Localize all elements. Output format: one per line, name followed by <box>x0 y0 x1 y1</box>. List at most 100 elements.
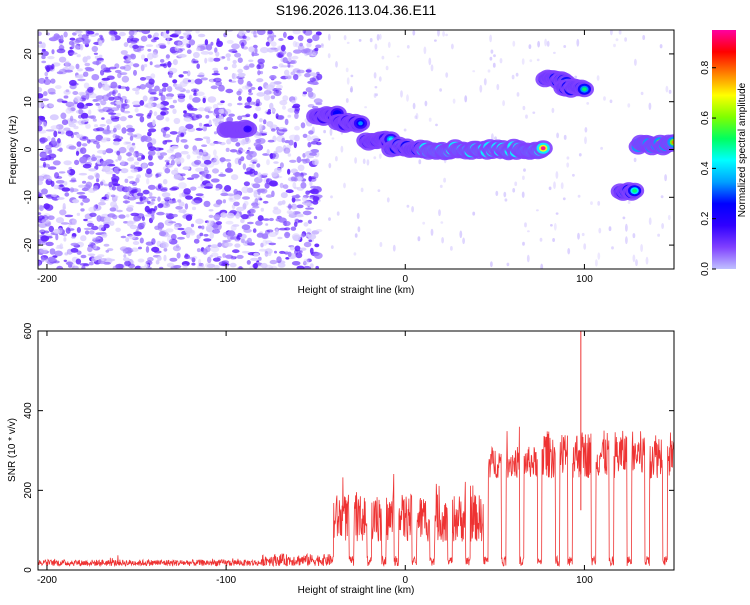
spectrogram-noise-blob <box>160 107 170 111</box>
spectrogram-noise-blob <box>574 75 578 79</box>
spectrogram-noise-blob <box>236 206 245 212</box>
spectrogram-noise-blob <box>156 152 162 156</box>
spectrogram-noise-blob <box>132 44 139 49</box>
spectrogram-noise-blob <box>386 197 390 203</box>
spectrogram-noise-blob <box>303 260 307 266</box>
spectrogram-noise-blob <box>532 111 536 114</box>
spectrogram-noise-blob <box>241 85 251 90</box>
spectrogram-noise-blob <box>315 44 322 49</box>
spectrogram-noise-blob <box>140 77 146 81</box>
spectrogram-noise-blob <box>63 237 67 242</box>
spectrogram-noise-blob <box>595 259 598 267</box>
spectrogram-noise-blob <box>261 173 269 176</box>
spectrogram-noise-blob <box>279 162 284 169</box>
spectrogram-noise-blob <box>205 106 212 110</box>
spectrogram-noise-blob <box>346 77 350 85</box>
spectrogram-noise-blob <box>186 177 195 180</box>
spectrogram-noise-blob <box>82 136 87 140</box>
spectrogram-noise-blob <box>312 200 319 205</box>
spectrogram-noise-blob <box>157 203 164 209</box>
spectrogram-noise-blob <box>294 112 299 119</box>
spectrogram-noise-blob <box>279 50 287 55</box>
spectrogram-noise-blob <box>272 208 282 215</box>
spectrogram-noise-blob <box>154 64 161 68</box>
spectrogram-noise-blob <box>553 181 556 189</box>
spectrogram-noise-blob <box>205 262 213 269</box>
spectrogram-noise-blob <box>296 265 305 269</box>
spectrogram-noise-blob <box>227 102 233 107</box>
spectrogram-noise-blob <box>268 217 274 222</box>
spectrogram-noise-blob <box>224 159 231 162</box>
spectrogram-noise-blob <box>188 94 193 101</box>
spectrogram-noise-blob <box>577 232 580 240</box>
spectrogram-noise-blob <box>285 189 294 194</box>
spectrogram-noise-blob <box>80 147 87 154</box>
spectrogram-noise-blob <box>225 254 234 259</box>
spectrogram-noise-blob <box>218 173 227 177</box>
spectrogram-noise-blob <box>232 249 240 254</box>
spectrogram-noise-blob <box>43 78 51 85</box>
spectrogram-noise-blob <box>193 238 200 244</box>
spectrogram-noise-blob <box>307 141 312 148</box>
spectrogram-noise-blob <box>238 266 243 269</box>
spectrogram-noise-blob <box>232 59 237 64</box>
spectrogram-noise-blob <box>528 44 532 49</box>
spectrogram-noise-blob <box>96 178 100 183</box>
spectrogram-noise-blob <box>141 54 146 60</box>
spectrogram-noise-blob <box>294 218 300 224</box>
spectrogram-noise-blob <box>212 229 221 234</box>
spectrogram-noise-blob <box>113 125 120 129</box>
spectrogram-noise-blob <box>152 119 156 127</box>
spectrogram-noise-blob <box>627 200 631 204</box>
spectrogram-noise-blob <box>59 209 67 216</box>
spectrogram-noise-blob <box>99 124 106 127</box>
spectrogram-noise-blob <box>487 69 491 73</box>
spectrogram-noise-blob <box>225 53 231 58</box>
spectrogram-noise-blob <box>121 71 128 76</box>
spectrogram-noise-blob <box>106 191 111 199</box>
spectrogram-noise-blob <box>80 254 87 259</box>
spectrogram-noise-blob <box>53 260 60 264</box>
spectrogram-noise-blob <box>262 218 270 221</box>
y-tick-label: 10 <box>23 96 34 108</box>
spectrogram-noise-blob <box>109 207 117 212</box>
spectrogram-noise-blob <box>133 196 141 199</box>
spectrogram-noise-blob <box>546 40 550 47</box>
spectrogram-noise-blob <box>215 221 222 225</box>
spectrogram-noise-blob <box>293 74 299 81</box>
spectrogram-noise-blob <box>183 188 191 195</box>
spectrogram-noise-blob <box>100 100 107 106</box>
spectrogram-noise-blob <box>489 34 492 43</box>
spectrogram-noise-blob <box>167 61 172 68</box>
spectrogram-noise-blob <box>92 188 98 191</box>
spectrogram-plot-area <box>38 30 674 269</box>
spectrogram-noise-blob <box>38 98 42 102</box>
spectrogram-noise-blob <box>316 73 323 81</box>
spectrogram-noise-blob <box>167 235 172 243</box>
spectrogram-noise-blob <box>439 184 443 188</box>
spectrogram-noise-blob <box>258 124 263 130</box>
spectrogram-noise-blob <box>103 183 109 187</box>
spectrogram-noise-blob <box>272 152 280 159</box>
spectrogram-noise-blob <box>215 187 220 191</box>
spectrogram-noise-blob <box>310 185 318 189</box>
spectrogram-noise-blob <box>174 152 182 159</box>
spectrogram-noise-blob <box>279 100 288 106</box>
spectrogram-noise-blob <box>86 139 91 144</box>
spectrogram-noise-blob <box>187 79 192 83</box>
spectrogram-noise-blob <box>250 86 256 90</box>
spectrogram-noise-blob <box>472 70 476 73</box>
spectrogram-noise-blob <box>483 78 487 86</box>
spectrogram-noise-blob <box>522 241 525 246</box>
spectrogram-noise-blob <box>171 186 180 191</box>
spectrogram-noise-blob <box>135 113 144 117</box>
spectrogram-noise-blob <box>112 90 116 97</box>
spectrogram-noise-blob <box>211 73 221 76</box>
spectrogram-noise-blob <box>411 206 414 213</box>
spectrogram-noise-blob <box>265 223 269 226</box>
spectrogram-noise-blob <box>294 125 300 131</box>
spectrogram-noise-blob <box>278 129 288 132</box>
spectrogram-noise-blob <box>100 138 108 143</box>
spectrogram-noise-blob <box>131 142 136 146</box>
